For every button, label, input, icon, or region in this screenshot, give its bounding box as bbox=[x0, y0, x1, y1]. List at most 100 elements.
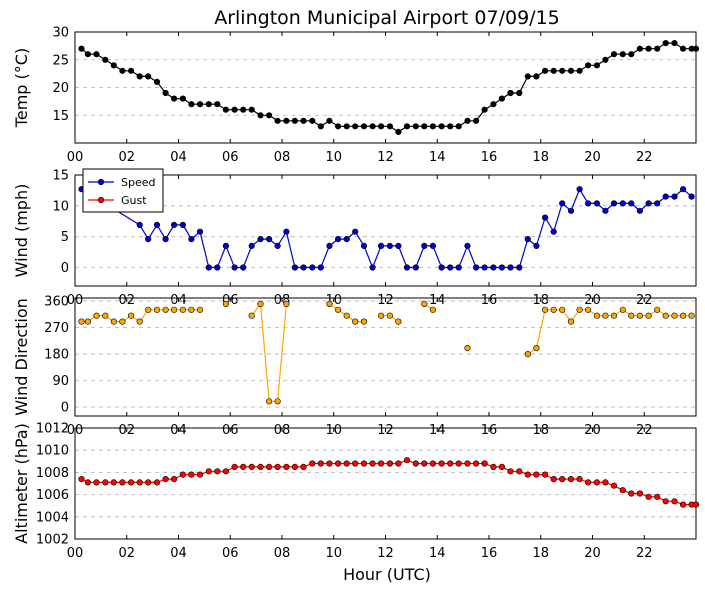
data-point bbox=[360, 318, 368, 325]
data-point bbox=[645, 493, 652, 500]
data-point bbox=[283, 300, 290, 308]
data-point bbox=[248, 242, 255, 249]
x-tick-label: 14 bbox=[429, 546, 446, 561]
data-point bbox=[274, 242, 281, 249]
x-tick-label: 08 bbox=[274, 546, 291, 561]
data-point bbox=[584, 200, 592, 207]
data-point bbox=[662, 498, 669, 505]
x-tick-label: 20 bbox=[584, 546, 601, 561]
data-point bbox=[455, 460, 462, 467]
data-point bbox=[516, 264, 523, 271]
data-point bbox=[162, 306, 169, 313]
data-point bbox=[274, 463, 281, 471]
data-point bbox=[421, 242, 428, 249]
data-point bbox=[679, 186, 687, 193]
data-point bbox=[386, 123, 394, 130]
y-axis-label: Wind Direction bbox=[12, 298, 31, 416]
data-point bbox=[559, 67, 566, 74]
data-point bbox=[559, 306, 566, 313]
data-point bbox=[222, 242, 229, 249]
data-point bbox=[119, 67, 126, 74]
data-point bbox=[171, 221, 178, 228]
data-point bbox=[274, 117, 281, 124]
data-point bbox=[136, 73, 143, 80]
y-tick-label: 1006 bbox=[36, 488, 69, 503]
data-point bbox=[559, 476, 566, 483]
x-tick-label: 06 bbox=[222, 546, 239, 561]
data-point bbox=[584, 479, 592, 486]
series-line bbox=[251, 302, 287, 402]
data-point bbox=[119, 479, 126, 486]
data-point bbox=[171, 476, 178, 483]
data-point bbox=[171, 95, 178, 102]
data-point bbox=[421, 123, 428, 130]
data-point bbox=[412, 123, 419, 130]
data-point bbox=[567, 318, 575, 325]
data-point bbox=[602, 479, 609, 486]
data-point bbox=[188, 236, 195, 243]
data-point bbox=[567, 476, 575, 483]
data-point bbox=[188, 101, 195, 108]
y-tick-label: 90 bbox=[52, 374, 69, 389]
data-point bbox=[352, 123, 359, 130]
data-point bbox=[205, 264, 212, 271]
data-point bbox=[662, 193, 669, 200]
data-point bbox=[335, 306, 342, 313]
data-point bbox=[524, 236, 531, 243]
data-point bbox=[257, 236, 264, 243]
x-tick-label: 04 bbox=[170, 546, 187, 561]
data-point bbox=[196, 101, 204, 108]
data-point bbox=[300, 117, 307, 124]
data-point bbox=[283, 228, 290, 235]
data-point bbox=[619, 306, 626, 313]
data-point bbox=[421, 460, 428, 467]
data-point bbox=[692, 45, 700, 52]
data-point bbox=[102, 312, 109, 319]
data-point bbox=[447, 264, 454, 271]
data-point bbox=[438, 264, 445, 271]
data-point bbox=[438, 123, 445, 130]
data-point bbox=[205, 468, 212, 475]
data-point bbox=[610, 200, 618, 207]
data-point bbox=[541, 67, 549, 74]
data-point bbox=[214, 264, 221, 271]
data-point bbox=[360, 460, 368, 467]
data-point bbox=[326, 300, 333, 308]
data-point bbox=[110, 318, 117, 325]
x-tick-label: 22 bbox=[636, 546, 653, 561]
data-point bbox=[481, 460, 488, 467]
data-point bbox=[352, 460, 359, 467]
data-point bbox=[102, 479, 109, 486]
data-point bbox=[300, 264, 307, 271]
data-point bbox=[473, 460, 480, 467]
data-point bbox=[128, 312, 135, 319]
data-point bbox=[335, 236, 342, 243]
data-point bbox=[636, 45, 644, 52]
data-point bbox=[110, 479, 117, 486]
data-point bbox=[464, 345, 471, 352]
data-point bbox=[78, 476, 85, 483]
data-point bbox=[464, 117, 471, 124]
data-point bbox=[153, 479, 161, 486]
data-point bbox=[455, 264, 462, 271]
data-point bbox=[688, 193, 695, 200]
x-tick-label: 06 bbox=[222, 150, 239, 165]
data-point bbox=[662, 39, 669, 47]
data-point bbox=[403, 264, 411, 271]
data-point bbox=[162, 89, 169, 97]
data-point bbox=[335, 123, 342, 130]
data-point bbox=[464, 460, 471, 467]
x-tick-label: 02 bbox=[118, 546, 135, 561]
data-point bbox=[576, 186, 583, 193]
y-tick-label: 270 bbox=[44, 321, 69, 336]
data-point bbox=[662, 312, 669, 319]
y-tick-label: 180 bbox=[44, 348, 69, 363]
data-point bbox=[550, 306, 557, 313]
x-tick-label: 00 bbox=[67, 546, 84, 561]
data-point bbox=[559, 200, 566, 207]
data-point bbox=[550, 476, 557, 483]
data-point bbox=[464, 242, 471, 249]
data-point bbox=[136, 221, 143, 228]
data-point bbox=[145, 306, 152, 313]
